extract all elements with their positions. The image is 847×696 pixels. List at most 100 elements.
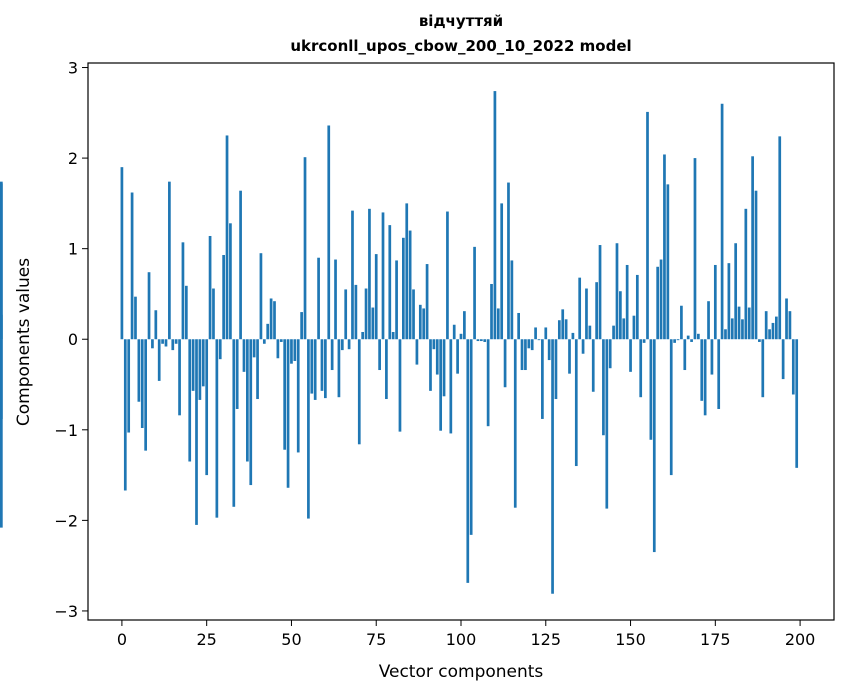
bar bbox=[425, 264, 429, 340]
bar bbox=[422, 308, 426, 340]
bar bbox=[754, 190, 758, 340]
bar bbox=[378, 339, 381, 371]
bar bbox=[635, 274, 639, 340]
bar bbox=[354, 284, 358, 340]
bar bbox=[544, 327, 548, 340]
bar bbox=[619, 291, 622, 340]
bar bbox=[758, 339, 761, 342]
bar bbox=[554, 339, 558, 400]
bar bbox=[205, 339, 209, 476]
bar bbox=[795, 339, 799, 468]
bar bbox=[154, 310, 158, 340]
bar bbox=[324, 339, 327, 399]
bar bbox=[585, 288, 588, 340]
x-tick-label: 50 bbox=[281, 630, 301, 649]
bar bbox=[405, 203, 409, 340]
bar bbox=[232, 339, 236, 507]
x-axis-ticks: 0 25 50 75 100 125 150 175 200 bbox=[117, 620, 815, 649]
bar bbox=[266, 323, 270, 340]
bar bbox=[693, 158, 697, 340]
bar bbox=[395, 260, 398, 340]
bar bbox=[212, 288, 215, 340]
bar bbox=[730, 318, 734, 340]
bar bbox=[181, 242, 185, 340]
bar bbox=[313, 339, 317, 400]
bar bbox=[137, 339, 141, 402]
x-tick-label: 175 bbox=[700, 630, 731, 649]
bar bbox=[293, 339, 297, 361]
bar bbox=[578, 277, 582, 340]
y-tick-label: 1 bbox=[68, 240, 78, 259]
bar bbox=[259, 253, 263, 340]
bar bbox=[764, 311, 768, 340]
bar bbox=[0, 183, 3, 340]
bar bbox=[123, 339, 127, 491]
bar bbox=[164, 339, 168, 347]
bar bbox=[683, 339, 687, 371]
bar bbox=[391, 331, 395, 340]
bar bbox=[781, 339, 785, 380]
y-tick-label: −1 bbox=[54, 421, 78, 440]
bar bbox=[0, 339, 3, 528]
bar bbox=[524, 339, 527, 371]
bar bbox=[364, 288, 368, 340]
x-tick-label: 0 bbox=[117, 630, 127, 649]
bar bbox=[557, 320, 561, 340]
bar bbox=[595, 282, 598, 340]
bar bbox=[500, 203, 504, 340]
bar bbox=[456, 339, 459, 374]
bar bbox=[344, 289, 348, 340]
bar bbox=[381, 212, 385, 340]
bar bbox=[201, 339, 205, 387]
bar bbox=[496, 308, 500, 340]
bar bbox=[276, 339, 280, 359]
bar bbox=[673, 339, 676, 343]
bar bbox=[218, 339, 222, 360]
bar bbox=[642, 339, 646, 343]
bar bbox=[741, 319, 744, 340]
bar bbox=[449, 339, 453, 434]
bar bbox=[140, 339, 144, 428]
x-tick-label: 100 bbox=[446, 630, 477, 649]
y-axis-label: Components values bbox=[14, 258, 34, 426]
bar bbox=[168, 181, 171, 340]
bar bbox=[479, 339, 483, 342]
bar bbox=[561, 309, 565, 340]
bar bbox=[307, 339, 310, 519]
bar bbox=[120, 167, 124, 340]
bar bbox=[778, 136, 782, 340]
bar bbox=[337, 339, 341, 398]
bar bbox=[279, 339, 283, 342]
bar bbox=[151, 339, 154, 349]
bar bbox=[398, 339, 402, 432]
bar bbox=[174, 339, 178, 344]
bar bbox=[446, 211, 449, 340]
bar bbox=[225, 135, 229, 340]
bar bbox=[612, 325, 615, 340]
bar bbox=[534, 327, 537, 340]
bar bbox=[412, 289, 415, 340]
bar bbox=[361, 331, 365, 340]
bar bbox=[256, 339, 259, 400]
bar bbox=[503, 339, 507, 388]
y-tick-label: 0 bbox=[68, 330, 78, 349]
bar bbox=[490, 283, 493, 340]
bar bbox=[357, 339, 361, 445]
bar bbox=[703, 339, 707, 416]
bar bbox=[269, 298, 273, 340]
bar bbox=[388, 225, 392, 340]
bar bbox=[473, 246, 476, 340]
bar bbox=[625, 264, 629, 340]
bar bbox=[615, 243, 619, 340]
bar bbox=[768, 329, 771, 340]
bar bbox=[686, 335, 690, 340]
bar bbox=[639, 339, 643, 398]
bar bbox=[717, 339, 721, 409]
bar bbox=[402, 237, 405, 340]
bar bbox=[751, 156, 754, 340]
bar bbox=[697, 333, 700, 340]
bar bbox=[466, 339, 470, 583]
bar bbox=[184, 285, 188, 340]
bar bbox=[385, 339, 388, 400]
bar bbox=[608, 339, 612, 369]
